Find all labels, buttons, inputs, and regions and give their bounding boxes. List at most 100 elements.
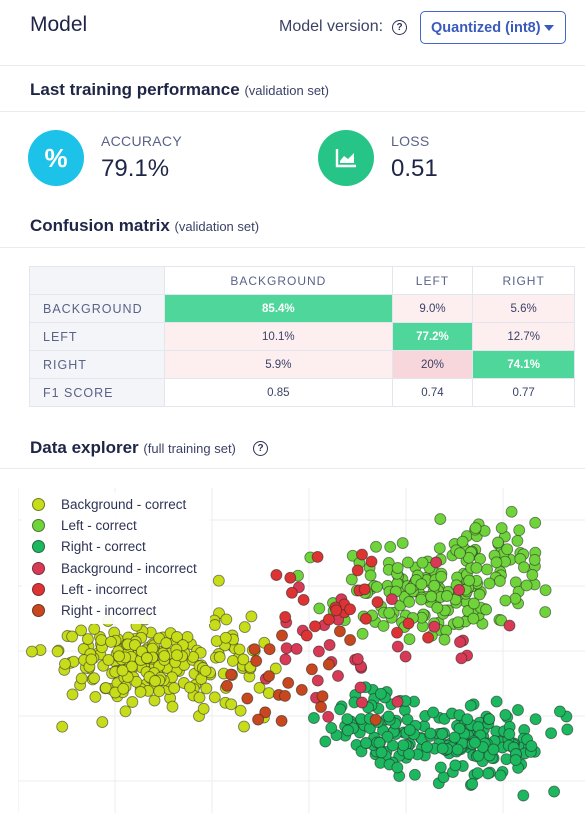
scatter-point[interactable] [529, 713, 542, 726]
scatter-point[interactable] [322, 613, 335, 626]
scatter-point[interactable] [434, 513, 447, 526]
scatter-point[interactable] [263, 670, 275, 683]
scatter-point[interactable] [253, 681, 266, 694]
scatter-point[interactable] [364, 569, 377, 582]
scatter-point[interactable] [493, 575, 506, 587]
scatter-point[interactable] [356, 548, 368, 561]
scatter-point[interactable] [105, 635, 117, 648]
scatter-point[interactable] [480, 603, 493, 616]
scatter-point[interactable] [473, 588, 486, 601]
scatter-point[interactable] [153, 685, 166, 698]
scatter-point[interactable] [436, 727, 449, 740]
scatter-point[interactable] [435, 570, 448, 583]
scatter-point[interactable] [284, 571, 297, 584]
scatter-point[interactable] [403, 748, 415, 760]
scatter-point[interactable] [422, 631, 435, 644]
scatter-point[interactable] [490, 556, 503, 569]
scatter-point[interactable] [391, 695, 404, 708]
scatter-point[interactable] [263, 643, 276, 656]
scatter-point[interactable] [391, 640, 404, 653]
scatter-point[interactable] [344, 634, 357, 646]
scatter-point[interactable] [456, 535, 469, 548]
scatter-point[interactable] [351, 653, 364, 665]
scatter-point[interactable] [238, 720, 250, 733]
scatter-point[interactable] [99, 682, 112, 694]
scatter-point[interactable] [358, 583, 371, 596]
scatter-point[interactable] [316, 690, 329, 703]
scatter-point[interactable] [233, 643, 246, 656]
scatter-point[interactable] [168, 682, 181, 695]
scatter-point[interactable] [285, 586, 298, 599]
legend-item[interactable]: Right - incorrect [32, 603, 156, 618]
scatter-point[interactable] [322, 658, 335, 671]
scatter-point[interactable] [102, 653, 115, 666]
scatter-point[interactable] [494, 769, 507, 782]
scatter-point[interactable] [334, 703, 347, 716]
scatter-point[interactable] [425, 590, 438, 603]
scatter-point[interactable] [490, 695, 503, 708]
scatter-point[interactable] [51, 645, 64, 658]
legend-item[interactable]: Right - correct [32, 539, 146, 554]
scatter-point[interactable] [371, 596, 384, 609]
scatter-point[interactable] [276, 629, 288, 642]
scatter-point[interactable] [116, 664, 129, 677]
scatter-point[interactable] [520, 579, 533, 592]
scatter-point[interactable] [248, 643, 261, 656]
scatter-point[interactable] [455, 652, 468, 665]
scatter-point[interactable] [374, 687, 387, 700]
scatter-point[interactable] [134, 685, 147, 698]
scatter-point[interactable] [539, 584, 552, 597]
scatter-point[interactable] [199, 664, 212, 677]
scatter-point[interactable] [208, 691, 221, 704]
scatter-point[interactable] [250, 655, 263, 667]
scatter-point[interactable] [213, 651, 226, 664]
scatter-point[interactable] [311, 674, 324, 687]
scatter-point[interactable] [359, 612, 372, 625]
scatter-point[interactable] [360, 737, 373, 749]
scatter-point[interactable] [126, 696, 139, 708]
scatter-point[interactable] [384, 540, 397, 553]
scatter-point[interactable] [305, 663, 318, 676]
scatter-point[interactable] [503, 728, 516, 741]
scatter-point[interactable] [471, 767, 484, 780]
scatter-point[interactable] [270, 569, 283, 581]
help-icon[interactable]: ? [253, 441, 268, 456]
scatter-point[interactable] [483, 577, 496, 590]
scatter-point[interactable] [548, 785, 561, 798]
scatter-point[interactable] [59, 657, 71, 670]
scatter-point[interactable] [356, 696, 368, 709]
scatter-point[interactable] [56, 720, 69, 733]
scatter-point[interactable] [431, 601, 444, 614]
scatter-point[interactable] [193, 691, 206, 704]
scatter-point[interactable] [279, 689, 291, 702]
help-icon[interactable]: ? [392, 20, 407, 35]
scatter-point[interactable] [238, 621, 251, 634]
scatter-point[interactable] [381, 730, 394, 743]
scatter-point[interactable] [421, 741, 433, 753]
scatter-point[interactable] [309, 620, 321, 633]
scatter-point[interactable] [290, 642, 303, 655]
scatter-point[interactable] [345, 573, 358, 586]
scatter-point[interactable] [430, 556, 443, 569]
scatter-point[interactable] [391, 562, 404, 574]
scatter-point[interactable] [95, 634, 108, 647]
scatter-point[interactable] [259, 706, 272, 719]
scatter-point[interactable] [197, 702, 210, 715]
scatter-point[interactable] [495, 522, 508, 535]
scatter-point[interactable] [469, 522, 482, 535]
scatter-point[interactable] [149, 675, 162, 687]
scatter-point[interactable] [386, 739, 399, 752]
scatter-point[interactable] [385, 593, 398, 606]
scatter-point[interactable] [403, 595, 416, 608]
scatter-point[interactable] [279, 653, 292, 666]
scatter-point[interactable] [402, 617, 415, 630]
scatter-point[interactable] [451, 743, 464, 756]
scatter-point[interactable] [351, 564, 364, 577]
scatter-point[interactable] [225, 668, 238, 681]
scatter-point[interactable] [501, 543, 514, 556]
scatter-point[interactable] [482, 767, 495, 780]
scatter-point[interactable] [509, 754, 522, 767]
scatter-point[interactable] [452, 616, 465, 629]
scatter-point[interactable] [315, 701, 327, 713]
scatter-point[interactable] [503, 619, 516, 632]
